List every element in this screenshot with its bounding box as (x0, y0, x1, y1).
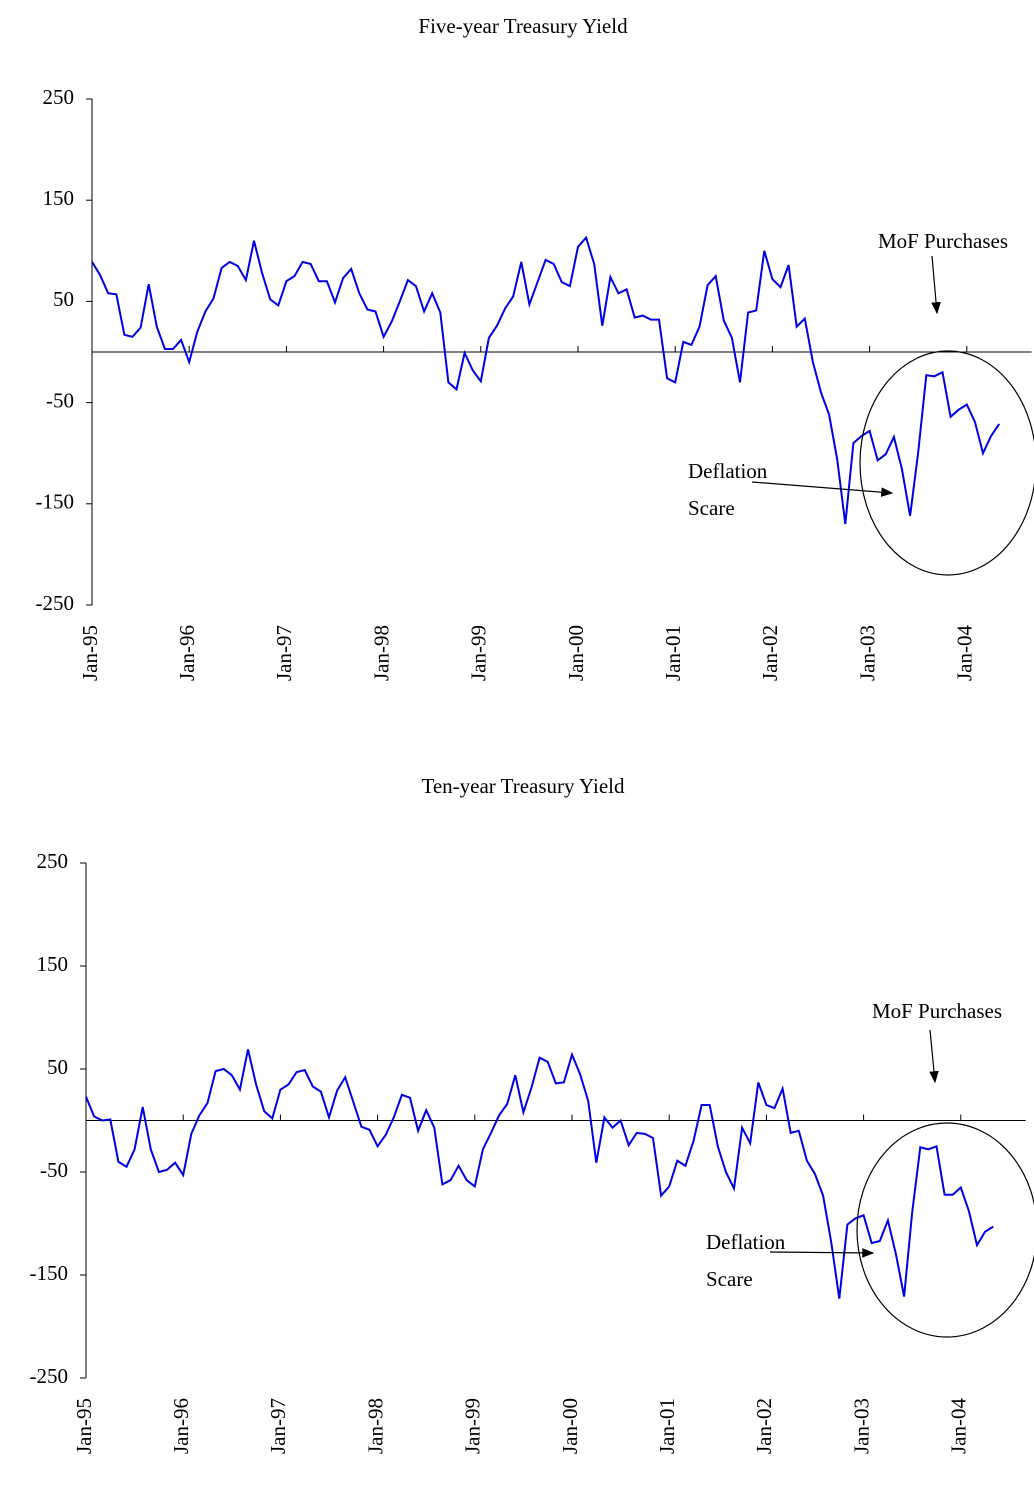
annotation-ellipse (859, 350, 1034, 576)
x-tick-label: Jan-04 (947, 1398, 971, 1454)
x-tick-label: Jan-01 (661, 625, 685, 681)
y-tick-label: 150 (43, 186, 75, 210)
y-tick-label: 250 (43, 85, 75, 109)
x-tick-label: Jan-02 (758, 625, 782, 681)
y-tick-label: -250 (30, 1364, 69, 1388)
x-tick-label: Jan-96 (175, 625, 199, 681)
annotation-arrow (931, 255, 941, 315)
annotation: Scare (706, 1267, 753, 1291)
annotation-arrow (751, 481, 894, 497)
x-tick-label: Jan-03 (849, 1398, 873, 1454)
x-tick-label: Jan-00 (558, 1398, 582, 1454)
y-tick-label: 50 (47, 1055, 68, 1079)
x-tick-label: Jan-99 (461, 1398, 485, 1454)
y-tick-label: -50 (46, 388, 74, 412)
annotation: MoF Purchases (878, 229, 1008, 253)
annotation: Deflation (688, 459, 768, 483)
x-tick-label: Jan-03 (855, 625, 879, 681)
x-tick-label: Jan-01 (655, 1398, 679, 1454)
y-tick-label: -250 (36, 591, 75, 615)
y-tick-label: -150 (36, 490, 75, 514)
x-tick-label: Jan-95 (72, 1398, 96, 1454)
x-tick-label: Jan-97 (272, 625, 296, 681)
x-tick-label: Jan-00 (564, 625, 588, 681)
y-tick-label: 150 (37, 952, 69, 976)
x-tick-label: Jan-98 (369, 625, 393, 681)
chart-title: Five-year Treasury Yield (418, 14, 628, 38)
chart-title: Ten-year Treasury Yield (421, 774, 625, 798)
annotation: Deflation (706, 1230, 786, 1254)
annotation-ellipse (856, 1122, 1034, 1338)
annotation: MoF Purchases (872, 999, 1002, 1023)
data-line (85, 1049, 994, 1299)
x-tick-label: Jan-97 (266, 1398, 290, 1454)
x-tick-label: Jan-02 (752, 1398, 776, 1454)
x-tick-label: Jan-04 (953, 625, 977, 681)
x-tick-label: Jan-98 (363, 1398, 387, 1454)
x-tick-label: Jan-96 (169, 1398, 193, 1454)
x-tick-label: Jan-95 (78, 625, 102, 681)
annotation-arrow (929, 1029, 939, 1084)
y-tick-label: 250 (37, 849, 69, 873)
annotation: Scare (688, 496, 735, 520)
data-line (91, 235, 1001, 525)
y-tick-label: 50 (53, 287, 74, 311)
y-tick-label: -150 (30, 1261, 69, 1285)
annotation-arrow (769, 1248, 875, 1258)
y-tick-label: -50 (40, 1158, 68, 1182)
x-tick-label: Jan-99 (467, 625, 491, 681)
